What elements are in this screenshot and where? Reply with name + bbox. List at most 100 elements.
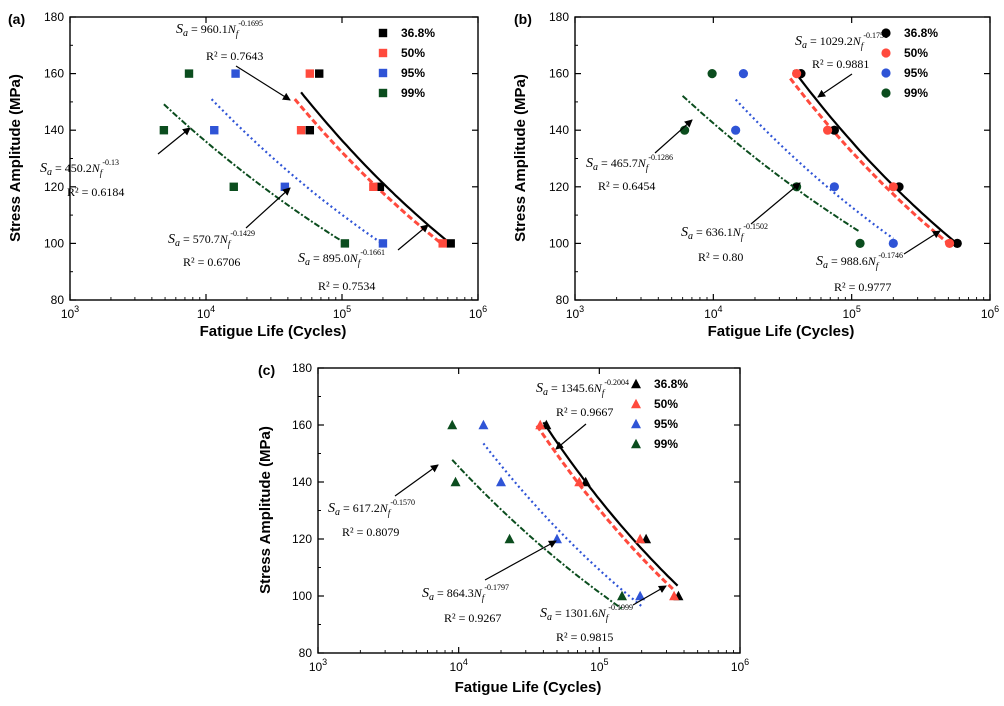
legend-marker — [378, 68, 388, 78]
x-tick-label: 104 — [704, 304, 722, 321]
fit-equation-label: Sa = 570.7Nf-0.1429 — [168, 229, 255, 249]
data-point-50pct — [369, 182, 378, 191]
legend-label: 36.8% — [654, 377, 688, 391]
data-point-50pct — [635, 533, 646, 544]
fit-line-95pct — [210, 98, 384, 246]
fit-equation-label: Sa = 1301.6Nf-0.1999 — [540, 603, 633, 623]
panel-label: (a) — [8, 11, 25, 27]
data-point-50pct — [438, 239, 447, 248]
legend-label: 99% — [904, 86, 928, 100]
r-squared-label: R² = 0.9881 — [812, 57, 869, 71]
fit-line-99pct — [163, 103, 346, 244]
y-tick-label: 120 — [549, 180, 569, 194]
y-tick-label: 100 — [292, 589, 312, 603]
x-tick-label: 103 — [309, 657, 327, 674]
r-squared-label: R² = 0.9777 — [834, 280, 891, 294]
y-axis-label: Stress Amplitude (MPa) — [512, 74, 529, 242]
y-tick-label: 80 — [51, 293, 65, 307]
chart-panel-b: 80 100 120 140 160 180 103 104 105 106 Fatigue Lif… — [512, 10, 999, 340]
fit-line-36-8pct — [300, 91, 454, 247]
fit-line-50pct — [535, 424, 676, 592]
fit-equation-label: Sa = 895.0Nf-0.1661 — [298, 248, 385, 268]
data-point-95pct — [231, 69, 240, 78]
fit-equation-label: Sa = 617.2Nf-0.1570 — [328, 498, 415, 518]
data-point-50pct — [669, 590, 680, 601]
r-squared-label: R² = 0.9667 — [556, 405, 613, 419]
x-tick-label: 103 — [566, 304, 584, 321]
legend-label: 95% — [904, 66, 928, 80]
fit-line-36-8pct — [542, 421, 679, 587]
y-tick-label: 140 — [292, 475, 312, 489]
annotation-arrow — [397, 224, 429, 251]
data-point-50pct — [535, 419, 546, 430]
annotation-arrow — [903, 230, 941, 255]
legend-marker — [378, 28, 388, 38]
fit-line-99pct — [451, 459, 623, 610]
annotation-arrow — [157, 127, 191, 155]
legend-marker — [631, 418, 641, 429]
annotation-arrow — [555, 423, 587, 450]
y-axis-label: Stress Amplitude (MPa) — [257, 426, 274, 594]
fit-equation-label: Sa = 864.3Nf-0.1797 — [422, 583, 509, 603]
fit-equation-label: Sa = 450.2Nf-0.13 — [40, 158, 119, 178]
legend-marker — [881, 88, 891, 98]
fit-equation-label: Sa = 636.1Nf-0.1502 — [681, 222, 768, 242]
y-tick-label: 100 — [549, 236, 569, 250]
data-point-95pct — [478, 419, 489, 430]
annotation-arrow — [817, 73, 853, 98]
y-tick-label: 120 — [44, 180, 64, 194]
data-point-50pct — [792, 69, 802, 79]
legend-marker — [881, 48, 891, 58]
y-tick-label: 160 — [44, 67, 64, 81]
fit-line-50pct — [293, 98, 445, 247]
legend-marker — [631, 438, 641, 449]
data-point-95pct — [829, 182, 839, 192]
fit-equation-label: Sa = 988.6Nf-0.1746 — [816, 251, 903, 271]
chart-panel-a: 80 100 120 140 160 180 103 104 105 106 Fatigue Lif… — [7, 10, 487, 340]
y-tick-label: 80 — [556, 293, 570, 307]
annotation-arrow — [632, 585, 667, 606]
data-point-95pct — [210, 126, 219, 135]
fit-equation-label: Sa = 960.1Nf-0.1695 — [176, 19, 263, 39]
data-point-95pct — [888, 238, 898, 248]
y-tick-label: 140 — [549, 123, 569, 137]
data-point-99pct — [855, 238, 865, 248]
x-tick-label: 103 — [61, 304, 79, 321]
legend-label: 50% — [654, 397, 678, 411]
data-point-50pct — [305, 69, 315, 78]
legend-label: 99% — [401, 86, 425, 100]
x-tick-label: 104 — [449, 657, 467, 674]
legend-label: 95% — [401, 66, 425, 80]
fit-line-95pct — [482, 442, 643, 608]
x-tick-label: 105 — [333, 304, 351, 321]
legend-marker — [881, 28, 891, 38]
data-point-36-8pct — [446, 239, 455, 248]
legend-marker — [378, 88, 388, 98]
annotation-arrow — [245, 187, 291, 229]
y-tick-label: 160 — [292, 418, 312, 432]
legend-marker — [881, 68, 891, 78]
x-tick-label: 106 — [981, 304, 999, 321]
data-point-99pct — [229, 182, 238, 191]
data-point-36-8pct — [305, 126, 315, 135]
panel-label: (c) — [258, 362, 275, 378]
data-point-36-8pct — [952, 238, 962, 248]
data-point-36-8pct — [315, 69, 324, 78]
data-point-99pct — [447, 419, 458, 430]
y-tick-label: 180 — [292, 361, 312, 375]
x-tick-label: 105 — [842, 304, 860, 321]
r-squared-label: R² = 0.6184 — [67, 185, 124, 199]
y-tick-label: 100 — [44, 236, 64, 250]
legend-marker — [631, 378, 641, 389]
data-point-95pct — [635, 590, 646, 601]
y-tick-label: 180 — [549, 10, 569, 24]
annotation-arrow — [654, 119, 693, 154]
data-point-95pct — [731, 125, 741, 135]
r-squared-label: R² = 0.8079 — [342, 525, 399, 539]
fit-equation-label: Sa = 1345.6Nf-0.2004 — [536, 378, 629, 398]
y-tick-label: 140 — [44, 123, 64, 137]
legend-label: 36.8% — [401, 26, 435, 40]
legend-label: 99% — [654, 437, 678, 451]
data-point-99pct — [159, 126, 169, 135]
x-tick-label: 105 — [590, 657, 608, 674]
